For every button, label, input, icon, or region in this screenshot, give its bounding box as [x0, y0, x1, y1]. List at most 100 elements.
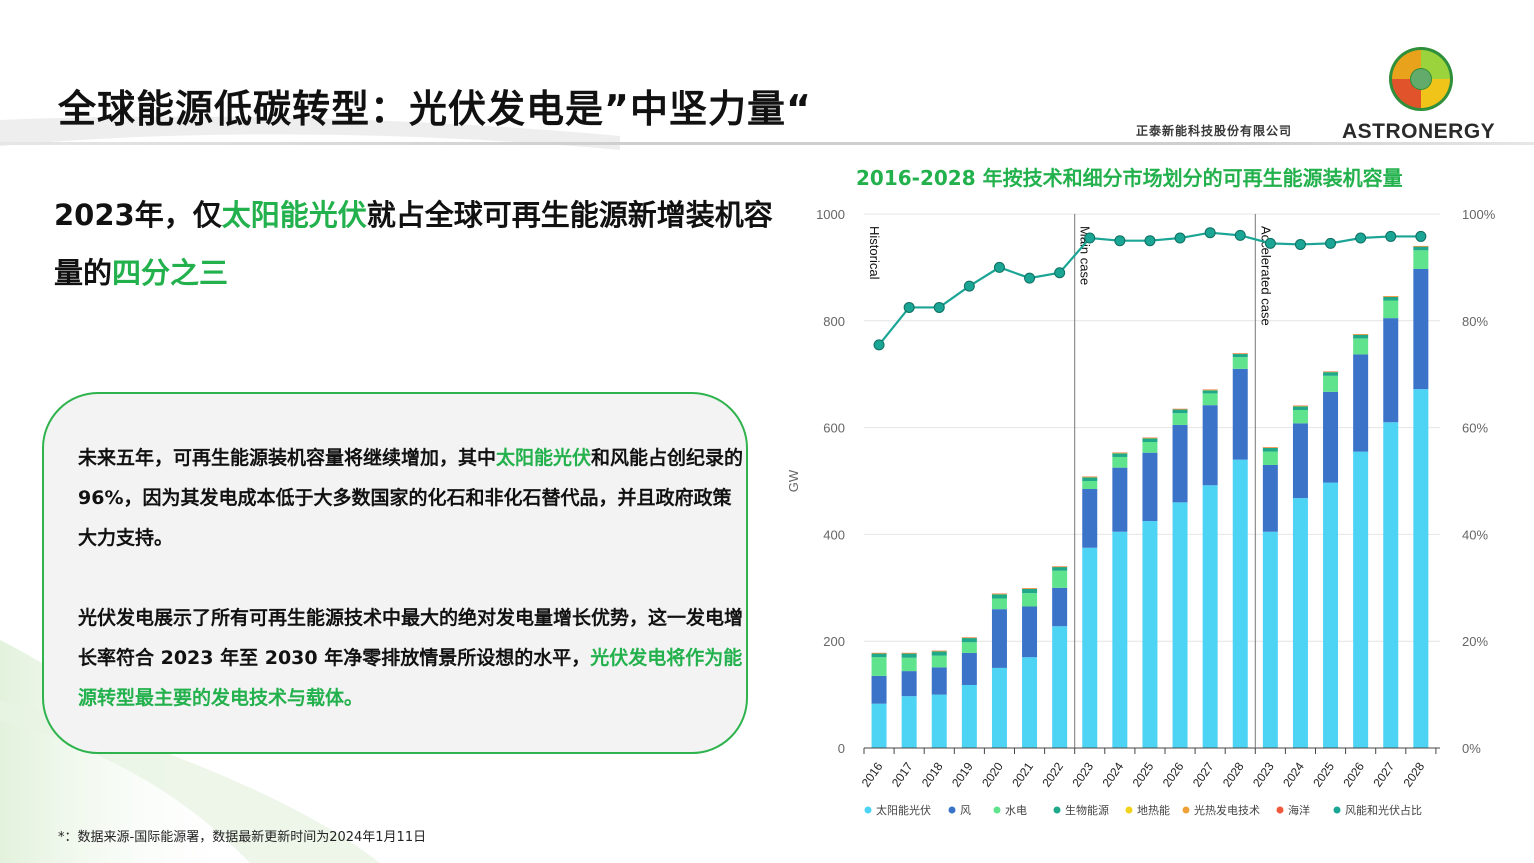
- page-title: 全球能源低碳转型：光伏发电是”中坚力量“: [58, 87, 812, 131]
- card-p1-highlight: 太阳能光伏: [496, 447, 592, 469]
- bar-segment: [1383, 296, 1399, 301]
- x-tick-label: 2019: [949, 759, 976, 789]
- bar-segment: [1172, 424, 1188, 503]
- bar-segment: [1172, 413, 1188, 425]
- bar-segment: [1262, 447, 1278, 452]
- title-divider: [0, 142, 1534, 145]
- bar-segment: [1022, 588, 1038, 594]
- legend-label: 地热能: [1137, 803, 1170, 817]
- share-point: [1024, 272, 1036, 284]
- bar-segment: [991, 667, 1007, 748]
- share-point: [1325, 237, 1337, 249]
- x-tick-label: 2026: [1160, 759, 1187, 789]
- source-footnote: *：数据来源-国际能源署，数据最新更新时间为2024年1月11日: [58, 830, 427, 845]
- bar-segment: [1383, 422, 1399, 748]
- y2-tick-label: 80%: [1462, 314, 1488, 329]
- y2-tick-label: 40%: [1462, 527, 1488, 542]
- bar-segment: [931, 694, 947, 748]
- bar-segment: [901, 696, 917, 748]
- y-tick-label: 600: [823, 421, 845, 436]
- bar-segment: [1413, 250, 1429, 270]
- bar-segment: [1292, 498, 1308, 748]
- card-paragraph-1: 未来五年，可再生能源装机容量将继续增加，其中太阳能光伏和风能占创纪录的96%，因…: [78, 438, 748, 558]
- card-paragraph-2: 光伏发电展示了所有可再生能源技术中最大的绝对发电量增长优势，这一发电增长率符合 …: [78, 598, 748, 718]
- x-tick-label: 2023: [1250, 759, 1277, 789]
- share-point: [1204, 227, 1216, 239]
- bar-segment: [871, 675, 887, 704]
- bar-segment: [901, 671, 917, 697]
- bar-segment: [1323, 375, 1339, 392]
- y-tick-label: 800: [823, 314, 845, 329]
- share-point: [1264, 237, 1276, 249]
- legend-marker: [864, 806, 872, 814]
- x-tick-label: 2023: [1069, 759, 1096, 789]
- bar-segment: [1052, 570, 1068, 588]
- bar-segment: [1413, 389, 1429, 748]
- company-name: 正泰新能科技股份有限公司: [1136, 124, 1293, 138]
- bar-segment: [901, 653, 917, 658]
- bar-segment: [1082, 489, 1098, 548]
- bar-segment: [1262, 531, 1278, 748]
- legend-marker: [1333, 806, 1341, 814]
- x-tick-label: 2026: [1340, 759, 1367, 789]
- bar-segment: [961, 684, 977, 748]
- x-tick-label: 2024: [1100, 759, 1127, 789]
- bar-segment: [961, 642, 977, 653]
- bar-segment: [1112, 531, 1128, 748]
- card-p1-text-c: 和风能占创纪录的96%，因为其发电成本低于大多数国家的化石和非化石替代品，并且政…: [78, 447, 744, 549]
- y-tick-label: 400: [823, 527, 845, 542]
- x-tick-label: 2027: [1190, 759, 1217, 789]
- bar-segment: [1082, 547, 1098, 748]
- bar-segment: [1383, 300, 1399, 319]
- legend-marker: [1125, 806, 1133, 814]
- bar-segment: [1383, 318, 1399, 423]
- headline-highlight-three-quarters: 四分之三: [112, 256, 229, 290]
- share-point: [933, 301, 945, 313]
- legend-label: 生物能源: [1065, 803, 1109, 817]
- bar-segment: [991, 598, 1007, 610]
- legend-label: 风能和光伏占比: [1345, 803, 1422, 817]
- bar-segment: [961, 652, 977, 685]
- bar-segment: [1262, 464, 1278, 532]
- y-axis-label: GW: [786, 469, 801, 492]
- bar-segment: [1292, 406, 1308, 410]
- bar-segment: [1052, 566, 1068, 571]
- y-tick-label: 200: [823, 634, 845, 649]
- bar-segment: [1052, 626, 1068, 748]
- y2-tick-label: 0%: [1462, 741, 1481, 756]
- bar-segment: [1232, 353, 1248, 358]
- share-point: [1294, 238, 1306, 250]
- bar-segment: [1353, 338, 1369, 355]
- share-point: [993, 261, 1005, 273]
- bar-segment: [1142, 521, 1158, 748]
- bar-segment: [1172, 502, 1188, 748]
- bar-segment: [1232, 368, 1248, 460]
- headline-highlight-solar: 太阳能光伏: [221, 198, 367, 232]
- bar-segment: [1142, 442, 1158, 453]
- bar-segment: [1232, 357, 1248, 369]
- card-p1-text-a: 未来五年，可再生能源装机容量将继续增加，其中: [78, 447, 497, 469]
- bar-segment: [1142, 452, 1158, 522]
- bar-segment: [1262, 451, 1278, 465]
- x-tick-label: 2017: [889, 759, 916, 789]
- x-tick-label: 2028: [1401, 759, 1428, 789]
- legend-label: 水电: [1005, 804, 1027, 817]
- share-point: [963, 280, 975, 292]
- bar-segment: [1112, 456, 1128, 468]
- legend-marker: [993, 806, 1001, 814]
- share-point: [1054, 267, 1066, 279]
- bar-segment: [1052, 587, 1068, 627]
- bar-segment: [961, 637, 977, 643]
- x-tick-label: 2025: [1130, 759, 1157, 789]
- bar-segment: [931, 655, 947, 668]
- share-point: [1234, 229, 1246, 241]
- share-point: [1415, 230, 1427, 242]
- share-point: [1144, 235, 1156, 247]
- section-label: Historical: [867, 226, 882, 280]
- legend-label: 海洋: [1288, 803, 1310, 817]
- y-tick-label: 1000: [816, 207, 845, 222]
- legend-marker: [1276, 806, 1284, 814]
- bar-segment: [931, 667, 947, 695]
- card-p2-text-a: 光伏发电展示了所有可再生能源技术中最大的绝对发电量增长优势，这一发电增长率符合 …: [78, 607, 744, 669]
- bar-segment: [1172, 409, 1188, 414]
